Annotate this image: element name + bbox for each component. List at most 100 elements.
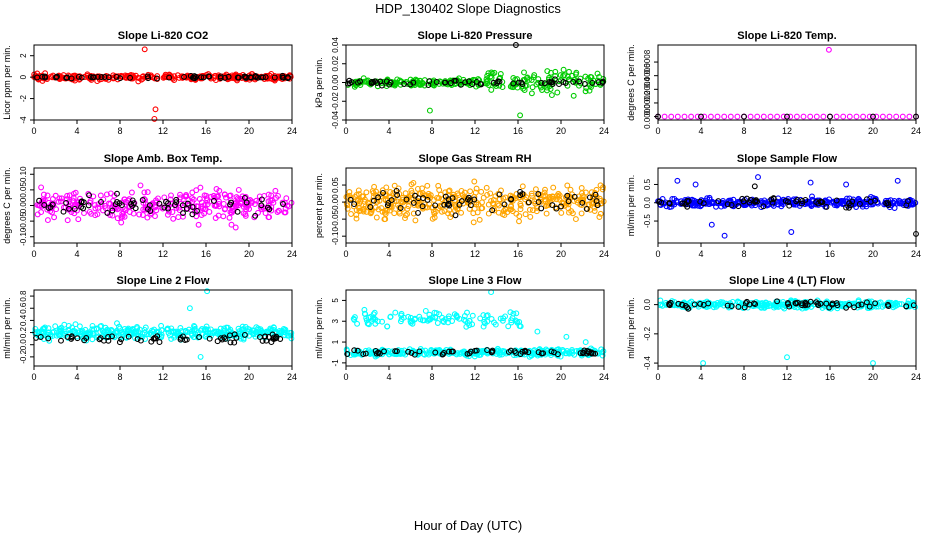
data-point: [586, 348, 593, 355]
data-point: [419, 317, 426, 324]
x-tick-label: 0: [343, 372, 348, 382]
data-point: [528, 90, 535, 97]
data-point: [66, 192, 73, 199]
data-point: [72, 328, 78, 335]
data-point: [447, 200, 454, 207]
data-point: [211, 329, 218, 336]
data-point: [121, 196, 128, 203]
data-point: [45, 204, 52, 211]
data-point: [78, 329, 85, 336]
data-point: [833, 300, 840, 307]
data-point: [282, 209, 289, 216]
data-point: [445, 315, 452, 322]
data-point: [161, 204, 168, 211]
figure-xlabel: Hour of Day (UTC): [413, 518, 523, 533]
data-point: [550, 184, 557, 191]
y-tick-label: 0.00: [19, 197, 28, 213]
data-point: [426, 107, 433, 114]
data-point: [890, 200, 897, 207]
data-point: [243, 75, 249, 81]
x-tick-label: 20: [868, 249, 878, 259]
data-point: [747, 113, 754, 120]
data-point: [201, 326, 208, 333]
data-point: [231, 331, 238, 338]
data-point: [379, 318, 386, 325]
data-point: [246, 206, 253, 212]
data-point: [714, 300, 721, 306]
x-tick-label: 24: [287, 126, 297, 136]
data-point: [212, 203, 219, 210]
data-point: [217, 73, 224, 80]
data-point: [674, 177, 681, 184]
data-point: [471, 196, 478, 203]
data-point: [453, 351, 460, 358]
data-point: [56, 195, 63, 202]
data-point: [565, 201, 572, 208]
y-tick-label: 0.4: [19, 314, 28, 326]
data-point: [266, 214, 273, 221]
data-point: [554, 89, 561, 96]
data-point: [385, 199, 392, 206]
y-tick-label: 0: [19, 74, 28, 79]
data-point: [204, 326, 211, 333]
data-point: [528, 350, 535, 357]
data-point: [346, 189, 353, 195]
data-point: [392, 348, 399, 355]
y-tick-label: -0.04: [331, 110, 340, 129]
y-tick-label: 0.0: [643, 197, 652, 209]
data-point: [112, 201, 119, 208]
data-point: [405, 313, 412, 320]
data-point: [394, 192, 401, 198]
data-point: [58, 337, 64, 344]
data-point: [242, 323, 249, 330]
data-point: [173, 196, 180, 203]
data-point: [117, 75, 124, 82]
y-tick-label: 0.5: [643, 178, 652, 190]
data-point: [793, 113, 800, 120]
data-point: [253, 324, 260, 331]
data-point: [508, 319, 515, 326]
data-point: [522, 348, 529, 355]
data-point: [500, 208, 507, 214]
y-tick-label: 0.00: [331, 74, 340, 90]
data-point: [579, 193, 586, 200]
data-point: [412, 217, 419, 224]
data-point: [847, 202, 854, 209]
data-point: [226, 214, 233, 221]
data-point: [71, 205, 78, 212]
data-point: [728, 303, 735, 310]
data-point: [410, 79, 417, 86]
data-point: [101, 74, 108, 80]
data-point: [361, 310, 368, 317]
data-point: [521, 69, 527, 76]
data-point: [688, 113, 695, 120]
data-point: [784, 113, 790, 120]
data-point: [596, 214, 603, 220]
data-point: [866, 113, 873, 120]
data-point: [195, 221, 202, 228]
data-point: [257, 334, 263, 341]
data-point: [98, 322, 105, 329]
data-point: [272, 187, 279, 194]
data-point: [564, 192, 571, 199]
data-point: [406, 197, 413, 204]
data-point: [727, 113, 734, 120]
data-point: [252, 212, 259, 219]
y-axis-label: ml/min per min.: [626, 297, 636, 359]
data-point: [186, 305, 193, 312]
series-reference: [347, 187, 601, 219]
data-point: [481, 318, 488, 325]
data-point: [109, 333, 115, 340]
data-point: [700, 200, 707, 207]
data-point: [152, 106, 159, 113]
data-point: [198, 212, 205, 218]
data-point: [658, 301, 665, 308]
data-point: [538, 79, 545, 86]
x-tick-label: 8: [429, 372, 434, 382]
data-point: [501, 201, 508, 208]
data-point: [355, 187, 362, 194]
data-point: [53, 74, 59, 81]
data-point: [51, 214, 58, 221]
data-point: [391, 198, 398, 204]
data-point: [893, 113, 900, 120]
